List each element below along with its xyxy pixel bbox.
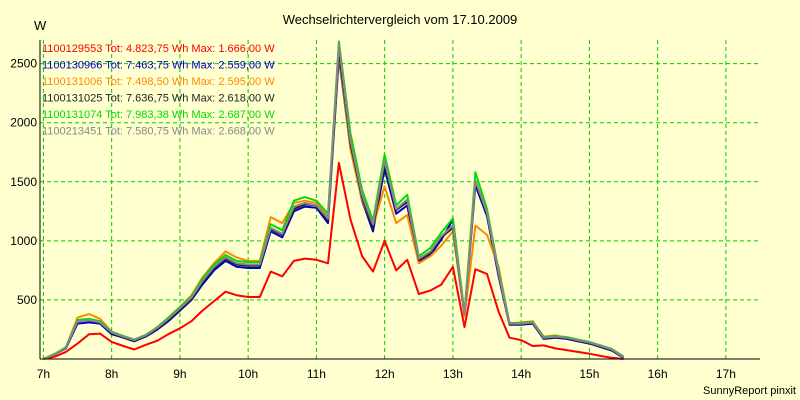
y-tick-label: 2000 xyxy=(10,116,37,130)
x-tick-labels: 7h 8h 9h 10h 11h 12h 13h 14h 15h 16h 17h xyxy=(37,367,736,381)
y-tick-label: 500 xyxy=(17,293,37,307)
x-tick-label: 16h xyxy=(648,367,668,381)
legend-entry-1100131074: 1100131074 Tot: 7.983,38 Wh Max: 2.687,0… xyxy=(42,109,275,121)
x-tick-label: 8h xyxy=(105,367,118,381)
x-tick-label: 10h xyxy=(238,367,258,381)
x-tick-label: 13h xyxy=(443,367,463,381)
series-line-1100213451 xyxy=(43,42,625,360)
x-tick-label: 14h xyxy=(511,367,531,381)
x-tick-label: 12h xyxy=(375,367,395,381)
legend-entry-1100130966: 1100130966 Tot: 7.463,75 Wh Max: 2.559,0… xyxy=(42,60,275,72)
series-line-1100131074 xyxy=(42,40,625,360)
grid xyxy=(40,40,760,359)
legend: 1100129553 Tot: 4.823,75 Wh Max: 1.666,0… xyxy=(42,43,275,138)
y-tick-label: 1500 xyxy=(10,175,37,189)
y-tick-label: 1000 xyxy=(10,234,37,248)
chart-title: Wechselrichtervergleich vom 17.10.2009 xyxy=(283,12,518,27)
x-tick-label: 7h xyxy=(37,367,50,381)
y-tick-label: 2500 xyxy=(10,57,37,71)
footer-credit: SunnyReport pinxit xyxy=(703,385,796,397)
legend-entry-1100131025: 1100131025 Tot: 7.636,75 Wh Max: 2.618,0… xyxy=(42,93,275,105)
legend-entry-1100131006: 1100131006 Tot: 7.498,50 Wh Max: 2.595,0… xyxy=(42,76,275,88)
y-tick-labels: 500 1000 1500 2000 2500 xyxy=(10,57,37,307)
plot-frame xyxy=(39,40,760,360)
legend-entry-1100129553: 1100129553 Tot: 4.823,75 Wh Max: 1.666,0… xyxy=(42,43,275,55)
x-tick-label: 15h xyxy=(579,367,599,381)
series-lines xyxy=(42,40,625,360)
x-tick-label: 11h xyxy=(307,367,326,381)
x-tick-label: 17h xyxy=(716,367,736,381)
series-line-1100129553 xyxy=(43,161,624,360)
legend-entry-1100213451: 1100213451 Tot: 7.580,75 Wh Max: 2.668,0… xyxy=(42,126,275,138)
x-tick-label: 9h xyxy=(173,367,186,381)
y-axis-unit: W xyxy=(34,18,47,33)
